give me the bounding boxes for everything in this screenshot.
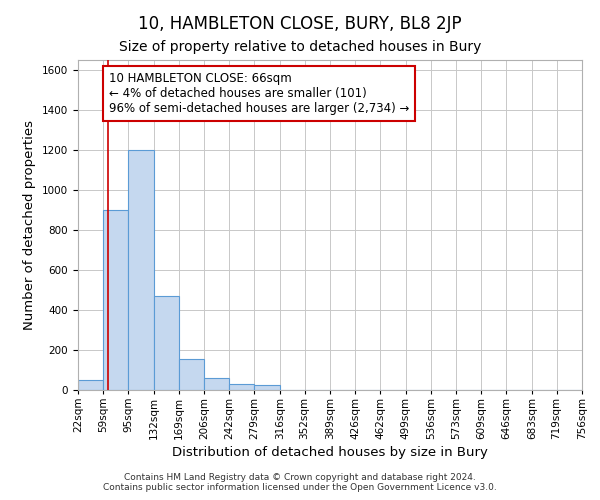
Bar (205, 378, 229, 390)
Bar (179, 359, 205, 390)
Bar (254, 385, 280, 390)
Text: 10, HAMBLETON CLOSE, BURY, BL8 2JP: 10, HAMBLETON CLOSE, BURY, BL8 2JP (138, 15, 462, 33)
Text: Contains HM Land Registry data © Crown copyright and database right 2024.
Contai: Contains HM Land Registry data © Crown c… (103, 473, 497, 492)
Text: Size of property relative to detached houses in Bury: Size of property relative to detached ho… (119, 40, 481, 54)
Bar (103, 210, 128, 390)
Bar (78, 380, 103, 390)
X-axis label: Distribution of detached houses by size in Bury: Distribution of detached houses by size … (172, 446, 488, 459)
Bar (154, 296, 179, 390)
Text: 10 HAMBLETON CLOSE: 66sqm
← 4% of detached houses are smaller (101)
96% of semi-: 10 HAMBLETON CLOSE: 66sqm ← 4% of detach… (109, 72, 409, 115)
Bar (128, 150, 154, 390)
Y-axis label: Number of detached properties: Number of detached properties (23, 120, 37, 330)
Bar (229, 384, 254, 390)
